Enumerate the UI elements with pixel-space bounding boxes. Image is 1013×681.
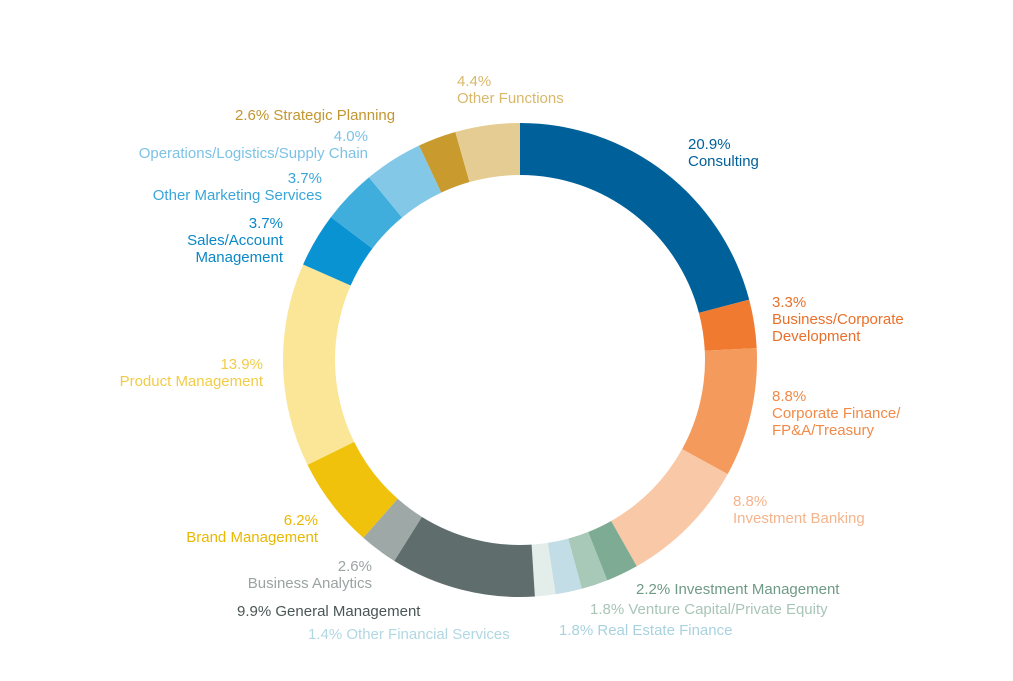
slice-brand-management [307, 441, 398, 538]
slice-other-financial-services [531, 542, 556, 597]
label-investment-banking: 8.8% Investment Banking [733, 493, 865, 527]
slice-venture-capital-private-equity [568, 532, 608, 589]
slice-business-corporate-development [698, 299, 757, 351]
label-business-analytics: 2.6% Business Analytics [247, 558, 372, 592]
slice-real-estate-finance [547, 538, 582, 595]
label-other-marketing-services: 3.7% Other Marketing Services [152, 170, 322, 204]
label-other-functions: 4.4% Other Functions [457, 73, 564, 107]
label-brand-management: 6.2% Brand Management [186, 512, 318, 546]
slice-product-management [282, 264, 355, 465]
slice-general-management [394, 516, 535, 597]
label-corporate-finance: 8.8% Corporate Finance/ FP&A/Treasury [772, 388, 901, 439]
slice-investment-banking [611, 449, 728, 567]
label-operations-logistics: 4.0% Operations/Logistics/Supply Chain [138, 128, 368, 162]
label-investment-management: 2.2% Investment Management [636, 581, 840, 598]
label-sales-account-management: 3.7% Sales/Account Management [187, 215, 283, 266]
slice-operations-logistics-supply-chain [368, 145, 442, 218]
label-product-management: 13.9% Product Management [119, 356, 263, 390]
slice-business-analytics [363, 498, 422, 561]
label-venture-capital: 1.8% Venture Capital/Private Equity [590, 601, 828, 618]
label-strategic-planning: 2.6% Strategic Planning [235, 107, 396, 124]
label-consulting: 20.9% Consulting [688, 136, 759, 170]
label-general-management: 9.9% General Management [237, 603, 421, 620]
slice-corporate-finance-fp-a-treasury [682, 348, 757, 475]
slice-consulting [520, 123, 750, 313]
slice-sales-account-management [303, 217, 373, 286]
slice-other-marketing-services [330, 177, 403, 249]
slice-other-functions [455, 123, 520, 183]
label-real-estate-finance: 1.8% Real Estate Finance [559, 622, 733, 639]
slice-strategic-planning [419, 131, 470, 193]
slice-investment-management [588, 520, 637, 581]
label-business-corporate-development: 3.3% Business/Corporate Development [772, 294, 904, 345]
label-other-financial-services: 1.4% Other Financial Services [308, 626, 510, 643]
